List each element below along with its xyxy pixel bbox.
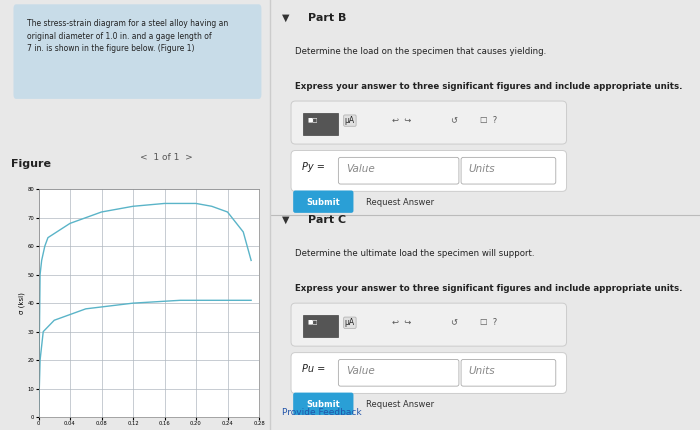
Y-axis label: σ (ksi): σ (ksi) xyxy=(18,292,25,314)
Text: ▼: ▼ xyxy=(282,13,290,23)
Text: <  1 of 1  >: < 1 of 1 > xyxy=(140,153,193,162)
Text: Submit: Submit xyxy=(307,400,340,409)
Text: ↺: ↺ xyxy=(450,318,457,327)
Text: Provide Feedback: Provide Feedback xyxy=(282,408,362,417)
Text: μA: μA xyxy=(345,318,355,327)
Text: ▼: ▼ xyxy=(282,215,290,225)
FancyBboxPatch shape xyxy=(461,157,556,184)
Text: Part B: Part B xyxy=(308,13,346,23)
Text: ☐  ?: ☐ ? xyxy=(480,116,498,125)
Text: Express your answer to three significant figures and include appropriate units.: Express your answer to three significant… xyxy=(295,284,682,293)
Text: Request Answer: Request Answer xyxy=(366,400,435,409)
FancyBboxPatch shape xyxy=(302,113,337,135)
Text: Figure: Figure xyxy=(10,159,51,169)
FancyBboxPatch shape xyxy=(291,150,566,191)
FancyBboxPatch shape xyxy=(291,303,566,346)
Text: ↩  ↪: ↩ ↪ xyxy=(392,318,412,327)
FancyBboxPatch shape xyxy=(293,393,354,415)
FancyBboxPatch shape xyxy=(291,101,566,144)
FancyBboxPatch shape xyxy=(13,4,261,99)
Text: Pu =: Pu = xyxy=(302,364,325,374)
Text: ↩  ↪: ↩ ↪ xyxy=(392,116,412,125)
FancyBboxPatch shape xyxy=(302,315,337,337)
FancyBboxPatch shape xyxy=(461,359,556,386)
FancyBboxPatch shape xyxy=(338,359,459,386)
Text: Determine the load on the specimen that causes yielding.: Determine the load on the specimen that … xyxy=(295,47,547,56)
Text: Express your answer to three significant figures and include appropriate units.: Express your answer to three significant… xyxy=(295,82,682,91)
Text: Value: Value xyxy=(346,366,375,376)
Text: Units: Units xyxy=(468,366,495,376)
Text: Part C: Part C xyxy=(308,215,346,225)
Text: Request Answer: Request Answer xyxy=(366,198,435,207)
Text: μA: μA xyxy=(345,116,355,125)
X-axis label: ε (in./in.): ε (in./in.) xyxy=(133,429,164,430)
Text: ☐  ?: ☐ ? xyxy=(480,318,498,327)
Text: Value: Value xyxy=(346,164,375,174)
Text: Determine the ultimate load the specimen will support.: Determine the ultimate load the specimen… xyxy=(295,249,535,258)
Text: Units: Units xyxy=(468,164,495,174)
Text: Py =: Py = xyxy=(302,162,325,172)
Text: ■□: ■□ xyxy=(307,319,318,324)
FancyBboxPatch shape xyxy=(293,190,354,213)
FancyBboxPatch shape xyxy=(291,353,566,393)
Text: Submit: Submit xyxy=(307,198,340,207)
Text: ■□: ■□ xyxy=(307,117,318,122)
Text: The stress-strain diagram for a steel alloy having an
original diameter of 1.0 i: The stress-strain diagram for a steel al… xyxy=(27,19,228,53)
Text: ↺: ↺ xyxy=(450,116,457,125)
FancyBboxPatch shape xyxy=(338,157,459,184)
